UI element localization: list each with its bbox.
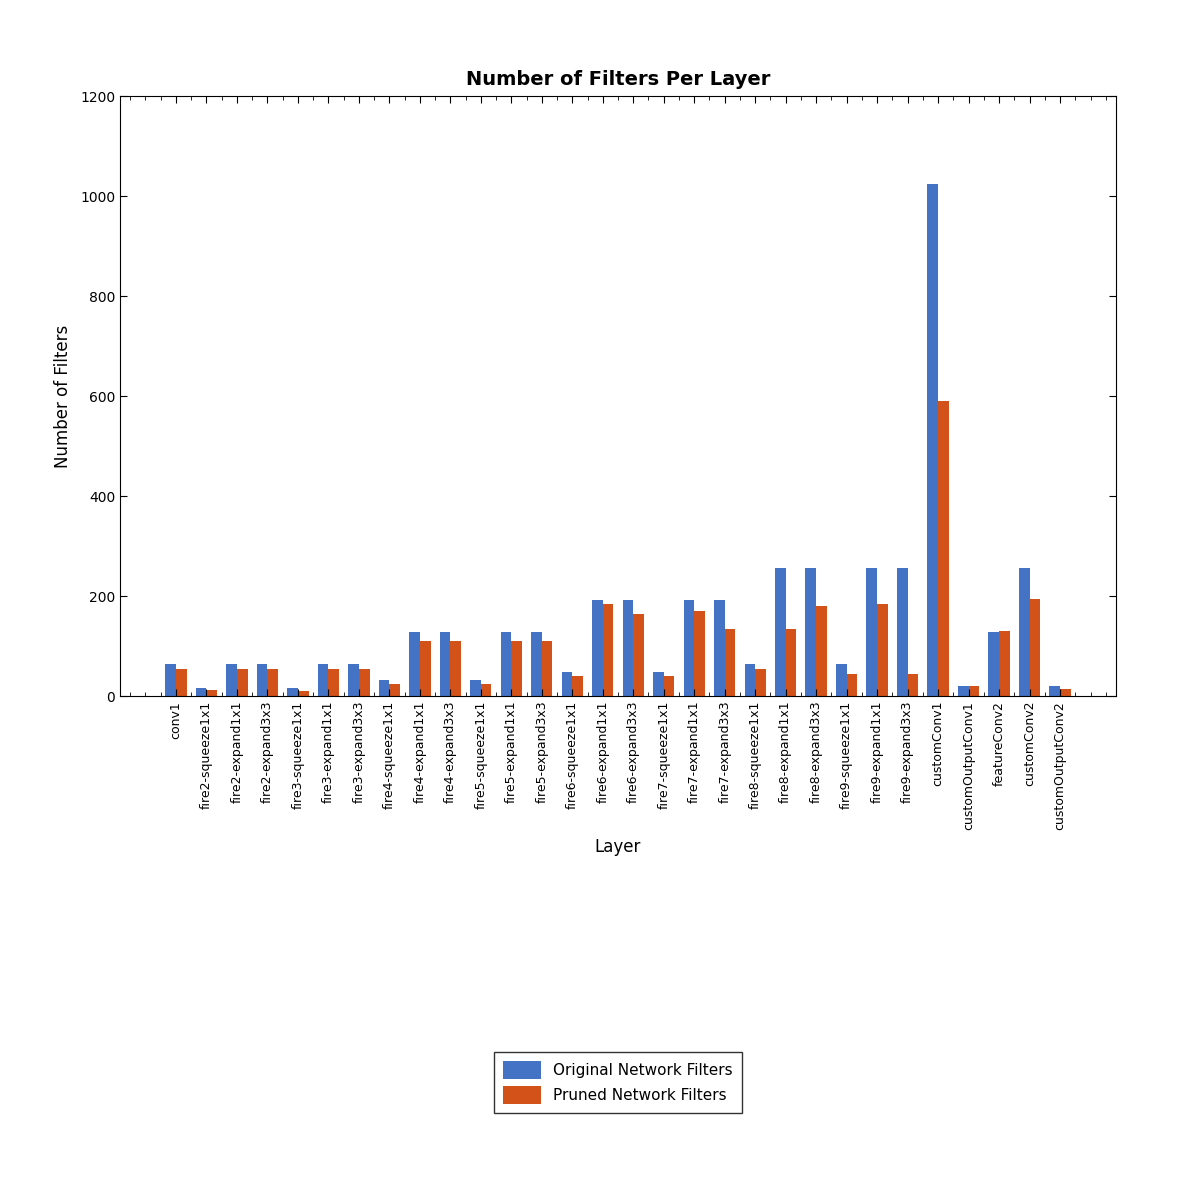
Bar: [1049, 686, 1060, 696]
Bar: [227, 664, 236, 696]
Bar: [298, 691, 308, 696]
Bar: [268, 668, 278, 696]
Bar: [318, 664, 329, 696]
Bar: [287, 688, 298, 696]
Bar: [481, 684, 492, 696]
Bar: [928, 184, 938, 696]
Bar: [206, 690, 217, 696]
Bar: [664, 676, 674, 696]
Bar: [1060, 689, 1070, 696]
Bar: [695, 611, 704, 696]
Bar: [744, 664, 755, 696]
Legend: Original Network Filters, Pruned Network Filters: Original Network Filters, Pruned Network…: [494, 1051, 742, 1114]
Bar: [196, 688, 206, 696]
Bar: [500, 632, 511, 696]
X-axis label: Layer: Layer: [595, 838, 641, 856]
Bar: [877, 604, 888, 696]
Bar: [348, 664, 359, 696]
Bar: [725, 629, 736, 696]
Bar: [329, 668, 340, 696]
Bar: [786, 629, 797, 696]
Bar: [541, 641, 552, 696]
Bar: [958, 686, 968, 696]
Bar: [653, 672, 664, 696]
Bar: [176, 668, 187, 696]
Bar: [907, 673, 918, 696]
Bar: [896, 568, 907, 696]
Bar: [562, 672, 572, 696]
Bar: [1019, 568, 1030, 696]
Bar: [409, 632, 420, 696]
Bar: [684, 600, 695, 696]
Bar: [572, 676, 583, 696]
Bar: [602, 604, 613, 696]
Bar: [511, 641, 522, 696]
Bar: [379, 680, 389, 696]
Bar: [1000, 631, 1009, 696]
Bar: [592, 600, 602, 696]
Bar: [714, 600, 725, 696]
Bar: [389, 684, 400, 696]
Bar: [847, 673, 857, 696]
Bar: [968, 686, 979, 696]
Bar: [420, 641, 431, 696]
Bar: [866, 568, 877, 696]
Bar: [938, 401, 949, 696]
Bar: [836, 664, 847, 696]
Bar: [989, 632, 1000, 696]
Bar: [816, 606, 827, 696]
Bar: [166, 664, 176, 696]
Bar: [359, 668, 370, 696]
Y-axis label: Number of Filters: Number of Filters: [54, 324, 72, 468]
Bar: [257, 664, 268, 696]
Bar: [805, 568, 816, 696]
Bar: [470, 680, 481, 696]
Bar: [450, 641, 461, 696]
Bar: [439, 632, 450, 696]
Title: Number of Filters Per Layer: Number of Filters Per Layer: [466, 70, 770, 89]
Bar: [775, 568, 786, 696]
Bar: [1030, 599, 1040, 696]
Bar: [236, 668, 247, 696]
Bar: [532, 632, 541, 696]
Bar: [623, 600, 634, 696]
Bar: [634, 613, 644, 696]
Bar: [755, 668, 766, 696]
